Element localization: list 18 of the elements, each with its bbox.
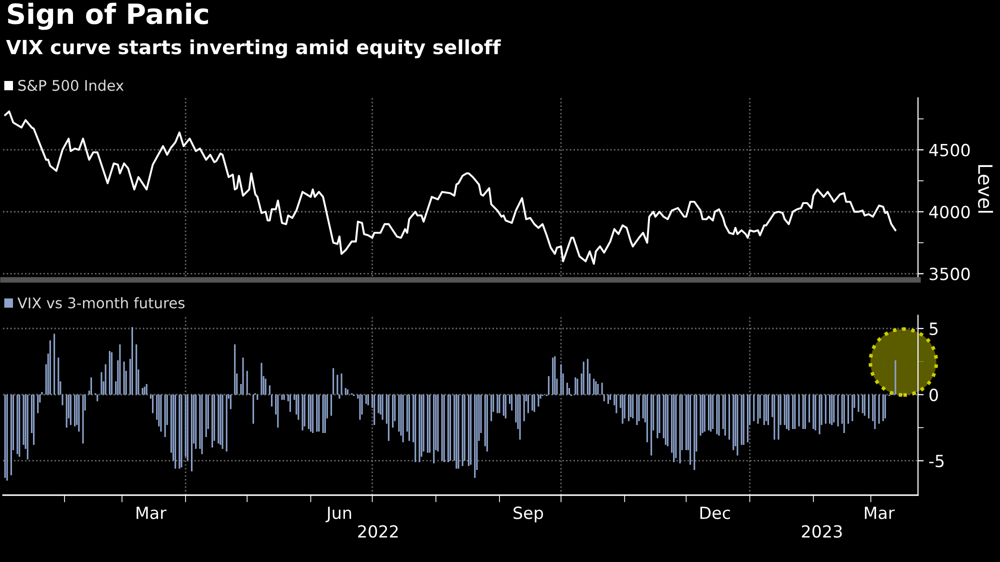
y-tick-label: 0: [930, 388, 938, 402]
x-tick-label: Sep: [514, 506, 543, 522]
x-tick-label: Mar: [864, 506, 895, 520]
text: 2022: [358, 525, 398, 538]
legend-label: S&P 500 Index: [18, 80, 124, 91]
y-axis-title: Level: [978, 165, 994, 213]
y-tick-label: 3500: [930, 268, 970, 280]
y-tick-label: -5: [929, 454, 944, 468]
chart-title: Sign of Panic: [8, 2, 208, 30]
chart-subtitle: VIX curve starts inverting amid equity selloff: [6, 39, 501, 58]
y-tick-label: 4000: [929, 206, 970, 218]
legend-label: VIX vs 3-month futures: [17, 297, 185, 308]
x-tick-label: Mar: [136, 506, 166, 520]
text: 2023: [802, 525, 842, 538]
x-tick-label: Dec: [700, 506, 730, 520]
x-tick-label: Jun: [326, 506, 352, 522]
y-tick-label: 5: [930, 322, 938, 336]
y-tick-label: 4500: [929, 144, 970, 156]
